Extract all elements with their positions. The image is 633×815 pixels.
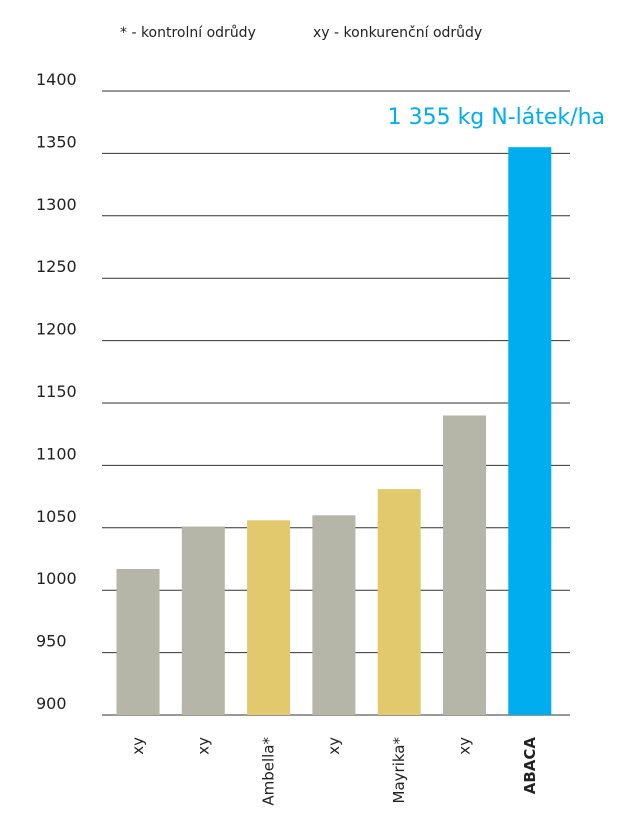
y-tick-label: 1400 (36, 70, 77, 89)
y-tick-label: 900 (36, 694, 67, 713)
y-tick-label: 1200 (36, 320, 77, 339)
bar (182, 527, 225, 715)
value-callout: 1 355 kg N-látek/ha (388, 105, 605, 130)
x-category-label: xy (129, 737, 147, 755)
x-category-label: Mayrika* (390, 737, 408, 804)
x-category-label: xy (456, 737, 474, 755)
y-tick-label: 1100 (36, 444, 77, 463)
bar (508, 147, 551, 715)
legend-control-label: * - kontrolní odrůdy (120, 25, 256, 41)
bar (378, 489, 421, 715)
bar (247, 520, 290, 715)
y-tick-label: 950 (36, 632, 67, 651)
y-axis-ticks: 900 950 1000 1050 1100 1150 1200 1250 1300 1350 14… (36, 70, 77, 713)
bar (312, 515, 355, 715)
y-tick-label: 1350 (36, 132, 77, 151)
bar (117, 569, 160, 715)
y-tick-label: 1300 (36, 195, 77, 214)
y-tick-label: 1250 (36, 257, 77, 276)
bar (443, 415, 486, 715)
x-category-label: xy (194, 737, 212, 755)
bars (117, 147, 552, 715)
legend-competitor-label: xy - konkurenční odrůdy (313, 25, 482, 41)
x-category-label: Ambella* (260, 737, 278, 806)
y-tick-label: 1150 (36, 382, 77, 401)
x-category-label: ABACA (521, 737, 539, 795)
x-category-label: xy (325, 737, 343, 755)
x-axis-categories: xy xy Ambella* xy Mayrika* xy ABACA (129, 737, 539, 806)
y-tick-label: 1000 (36, 569, 77, 588)
y-tick-label: 1050 (36, 507, 77, 526)
